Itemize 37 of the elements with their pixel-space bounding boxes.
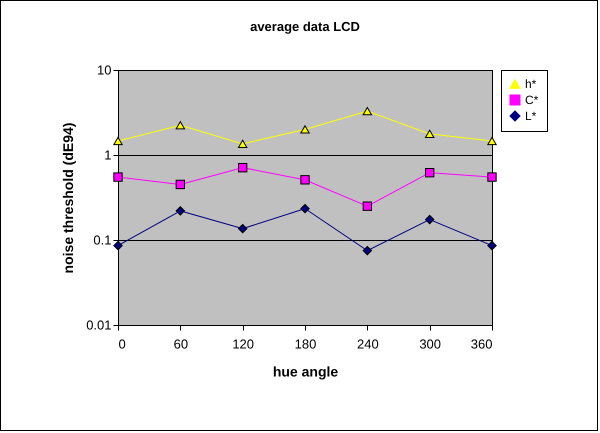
x-tick-label: 120 (232, 336, 254, 352)
legend-label: h* (525, 77, 537, 91)
point (362, 107, 372, 116)
legend-label: C* (525, 93, 539, 107)
point (424, 130, 434, 138)
point (300, 204, 310, 214)
x-tick-label: 300 (419, 336, 442, 352)
point (487, 240, 497, 250)
point (176, 206, 186, 216)
x-tick-label: 240 (356, 336, 379, 352)
chart-title: average data LCD (250, 19, 360, 34)
y-axis-title: noise threshold (dE94) (60, 122, 76, 274)
point (238, 162, 248, 172)
x-tick-label: 180 (294, 336, 316, 352)
point (487, 172, 497, 182)
y-tick-label: 0.01 (86, 318, 112, 332)
x-axis-title: hue angle (272, 364, 338, 380)
point (487, 136, 497, 146)
point (176, 121, 186, 130)
point (238, 140, 248, 148)
point (424, 168, 434, 178)
point (362, 201, 372, 211)
y-tick-label: 10 (97, 62, 112, 78)
point (362, 246, 372, 256)
legend-label: L* (525, 109, 537, 123)
point (113, 172, 123, 182)
point (300, 125, 310, 134)
x-tick-label: 0 (118, 336, 126, 352)
x-tick-label: 60 (174, 336, 188, 352)
x-tick-label: 360 (470, 336, 492, 352)
point (300, 175, 310, 185)
y-tick-label: 0.1 (93, 232, 112, 248)
point (424, 214, 434, 224)
point (176, 180, 186, 190)
point (238, 224, 248, 234)
y-tick-label: 1 (104, 148, 112, 162)
point (113, 136, 123, 146)
